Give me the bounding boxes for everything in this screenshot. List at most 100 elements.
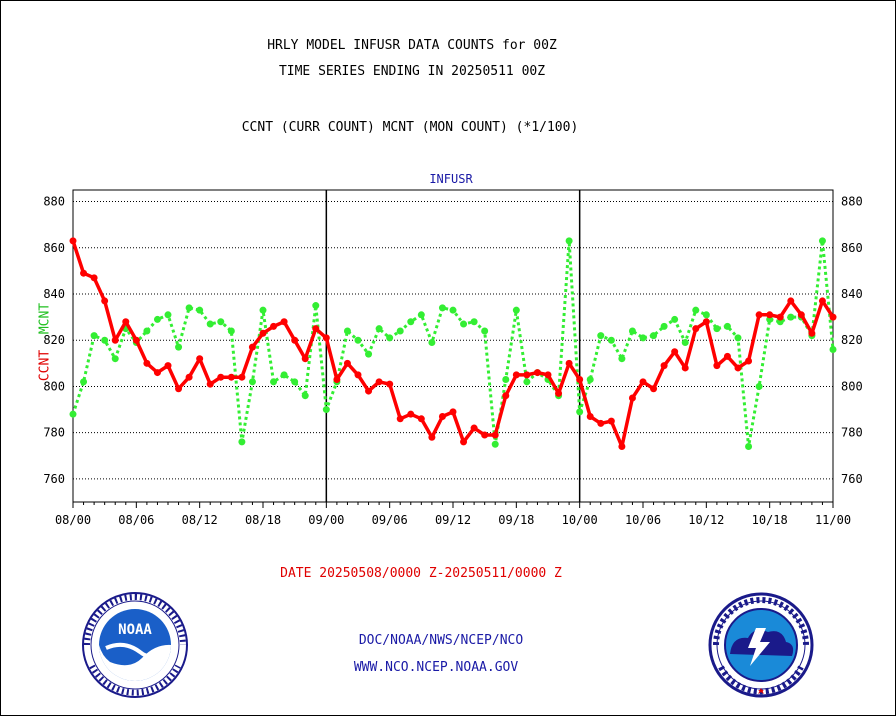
point-ccnt xyxy=(365,387,373,395)
point-ccnt xyxy=(586,412,594,420)
point-ccnt xyxy=(185,373,193,381)
point-ccnt xyxy=(291,336,299,344)
point-mcnt xyxy=(185,304,193,312)
point-mcnt xyxy=(365,350,373,358)
point-mcnt xyxy=(491,440,499,448)
x-tick-label: 09/06 xyxy=(372,513,408,527)
point-ccnt xyxy=(111,336,119,344)
point-mcnt xyxy=(322,406,330,414)
point-ccnt xyxy=(343,359,351,367)
y-tick-label-right: 860 xyxy=(841,241,863,255)
point-mcnt xyxy=(818,237,826,245)
point-ccnt xyxy=(808,329,816,337)
point-mcnt xyxy=(354,336,362,344)
point-mcnt xyxy=(407,318,415,326)
point-mcnt xyxy=(481,327,489,335)
x-tick-label: 10/12 xyxy=(688,513,724,527)
y-tick-label-right: 800 xyxy=(841,379,863,393)
point-ccnt xyxy=(481,431,489,439)
series-line-ccnt xyxy=(71,240,835,449)
point-mcnt xyxy=(438,304,446,312)
point-mcnt xyxy=(576,408,584,416)
y-tick-label-right: 840 xyxy=(841,287,863,301)
point-mcnt xyxy=(787,313,795,321)
point-ccnt xyxy=(797,311,805,319)
point-ccnt xyxy=(597,419,605,427)
point-mcnt xyxy=(164,311,172,319)
point-ccnt xyxy=(681,364,689,372)
point-mcnt xyxy=(460,320,468,328)
point-ccnt xyxy=(417,415,425,423)
chart-subtitle: CCNT (CURR COUNT) MCNT (MON COUNT) (*1/1… xyxy=(241,120,579,135)
point-ccnt xyxy=(502,392,510,400)
y-tick-label-right: 880 xyxy=(841,195,863,209)
point-mcnt xyxy=(650,332,658,340)
point-ccnt xyxy=(69,237,77,245)
nws-logo xyxy=(708,592,814,698)
x-tick-label: 08/18 xyxy=(245,513,281,527)
point-ccnt xyxy=(175,385,183,393)
point-ccnt xyxy=(766,311,774,319)
series-layer xyxy=(69,237,837,451)
point-ccnt xyxy=(238,373,246,381)
y-tick-label: 820 xyxy=(43,333,65,347)
point-ccnt xyxy=(407,410,415,418)
point-ccnt xyxy=(787,297,795,305)
point-ccnt xyxy=(333,376,341,384)
point-ccnt xyxy=(217,373,225,381)
panel-label: INFUSR xyxy=(429,172,473,186)
point-mcnt xyxy=(80,378,88,386)
noaa-logo-text: NOAA xyxy=(118,622,152,638)
point-mcnt xyxy=(217,318,225,326)
point-mcnt xyxy=(639,334,647,342)
footer-url: WWW.NCO.NCEP.NOAA.GOV xyxy=(353,660,519,675)
point-mcnt xyxy=(280,371,288,379)
point-ccnt xyxy=(776,313,784,321)
point-ccnt xyxy=(449,408,457,416)
point-ccnt xyxy=(164,362,172,370)
point-ccnt xyxy=(259,329,267,337)
point-mcnt xyxy=(502,376,510,384)
point-ccnt xyxy=(460,438,468,446)
point-mcnt xyxy=(291,378,299,386)
y-tick-label: 860 xyxy=(43,241,65,255)
point-ccnt xyxy=(544,371,552,379)
point-mcnt xyxy=(248,378,256,386)
point-ccnt xyxy=(354,371,362,379)
point-mcnt xyxy=(343,327,351,335)
point-mcnt xyxy=(417,311,425,319)
point-ccnt xyxy=(143,359,151,367)
point-ccnt xyxy=(565,359,573,367)
grid-layer xyxy=(73,190,833,502)
point-mcnt xyxy=(238,438,246,446)
point-ccnt xyxy=(660,362,668,370)
point-ccnt xyxy=(713,362,721,370)
point-ccnt xyxy=(734,364,742,372)
chart-plot: 760 760 780 780 800 800 820 820 840 840 860 860 880 8… xyxy=(43,189,863,527)
x-tick-label: 08/06 xyxy=(118,513,154,527)
point-ccnt xyxy=(301,355,309,363)
point-ccnt xyxy=(386,380,394,388)
x-tick-label: 08/12 xyxy=(182,513,218,527)
point-ccnt xyxy=(555,389,563,397)
point-mcnt xyxy=(586,376,594,384)
point-ccnt xyxy=(270,322,278,330)
date-range: DATE 20250508/0000 Z-20250511/0000 Z xyxy=(280,566,562,581)
point-ccnt xyxy=(818,297,826,305)
point-mcnt xyxy=(101,336,109,344)
point-mcnt xyxy=(702,311,710,319)
point-ccnt xyxy=(80,269,88,277)
point-ccnt xyxy=(322,334,330,342)
point-mcnt xyxy=(755,382,763,390)
point-ccnt xyxy=(248,343,256,351)
point-ccnt xyxy=(533,369,541,377)
point-ccnt xyxy=(196,355,204,363)
point-mcnt xyxy=(671,315,679,323)
point-ccnt xyxy=(723,352,731,360)
point-ccnt xyxy=(312,325,320,333)
plot-border xyxy=(72,189,834,503)
point-mcnt xyxy=(312,302,320,310)
noaa-logo: NOAA xyxy=(82,592,188,698)
x-tick-label: 09/00 xyxy=(308,513,344,527)
point-mcnt xyxy=(618,355,626,363)
